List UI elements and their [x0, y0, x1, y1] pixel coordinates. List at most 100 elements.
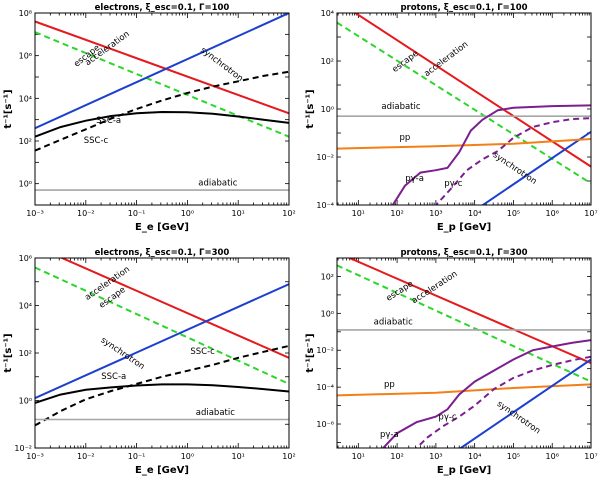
plot-frame [34, 12, 290, 206]
curve-label: synchrotron [491, 150, 539, 187]
y-tick-label: 10⁻² [316, 346, 334, 355]
curve-label: adiabatic [198, 178, 237, 188]
x-tick-label: 10² [390, 209, 403, 218]
x-tick-label: 10⁰ [181, 452, 194, 461]
curves [337, 13, 591, 205]
x-tick-label: 10³ [429, 452, 442, 461]
x-tick-label: 10² [282, 452, 295, 461]
panel-title: electrons, ξ_esc=0.1, Γ=100 [95, 3, 230, 13]
curve-label: escape [391, 49, 421, 75]
plot-frame [34, 257, 290, 449]
curve-acceleration [35, 20, 289, 115]
y-tick-label: 10⁰ [321, 105, 334, 114]
x-tick-label: 10⁻² [77, 452, 95, 461]
y-tick-label: 10⁶ [19, 254, 32, 263]
curve-label: SSC-a [96, 116, 121, 126]
curve-acceleration [59, 258, 289, 359]
plot-frame [336, 257, 592, 449]
y-tick-label: 10⁰ [321, 309, 334, 318]
curves [35, 258, 289, 427]
curve-label: synchrotron [495, 399, 542, 436]
x-axis-label: E_e [GeV] [135, 222, 189, 233]
curve-label: pγ-a [405, 174, 424, 184]
x-tick-label: 10⁷ [584, 452, 597, 461]
y-tick-label: 10⁸ [19, 9, 32, 18]
curve-label: pp [384, 380, 395, 390]
x-axis-label: E_e [GeV] [135, 465, 189, 476]
y-tick-label: 10⁴ [19, 302, 32, 311]
plot-frame [336, 12, 592, 206]
curve-ssc-a [35, 110, 289, 138]
axis-ticks [34, 12, 290, 206]
y-tick-label: 10⁰ [19, 397, 32, 406]
x-tick-label: 10⁻¹ [128, 452, 146, 461]
curve-label: pp [399, 133, 410, 143]
y-tick-label: 10² [19, 349, 32, 358]
curve-synchrotron [35, 13, 289, 130]
y-tick-label: 10⁻⁶ [316, 420, 334, 429]
x-tick-label: 10⁻¹ [128, 209, 146, 218]
curve-ssc-c [35, 344, 289, 427]
curve-label: SSC-a [101, 372, 126, 382]
panel-electrons-gamma100: electrons, ξ_esc=0.1, Γ=100 10⁻³ 10⁻² 10⁻¹ 1… [3, 3, 296, 233]
x-tick-label: 10⁻² [77, 209, 95, 218]
x-tick-label: 10⁴ [468, 209, 481, 218]
curve-ssc-c [35, 70, 289, 152]
curves [337, 258, 591, 448]
x-tick-label: 10² [282, 209, 295, 218]
x-tick-label: 10² [390, 452, 403, 461]
y-axis-label: t⁻¹[s⁻¹] [3, 89, 14, 128]
x-tick-label: 10⁻³ [26, 209, 44, 218]
curve-label: pγ-a [380, 430, 399, 440]
curve-escape [35, 266, 289, 385]
curve-label: adiabatic [374, 317, 413, 327]
curve-label: synchrotron [198, 46, 244, 84]
x-tick-label: 10³ [429, 209, 442, 218]
y-tick-label: 10⁻⁴ [316, 383, 334, 392]
panel-protons-gamma100: protons, ξ_esc=0.1, Γ=100 10¹ 10² 10³ 10⁴ 10⁵… [305, 3, 598, 233]
y-axis-label: t⁻¹[s⁻¹] [305, 89, 316, 128]
panel-title: protons, ξ_esc=0.1, Γ=100 [400, 3, 527, 13]
curve-escape [337, 264, 591, 383]
y-tick-label: 10⁻² [316, 153, 334, 162]
y-tick-label: 10⁻² [14, 444, 32, 453]
curve-label: pγ-c [438, 412, 456, 422]
curve-label: adiabatic [196, 408, 235, 418]
curve-pp [337, 138, 591, 150]
curve-acceleration [353, 13, 591, 168]
panel-protons-gamma300: protons, ξ_esc=0.1, Γ=300 10¹ 10² 10³ 10⁴ 10⁵… [305, 248, 598, 476]
y-tick-label: 10² [321, 272, 334, 281]
curve-p-a [391, 104, 591, 205]
x-tick-label: 10⁶ [546, 209, 559, 218]
y-tick-label: 10⁻⁴ [316, 201, 334, 210]
y-tick-label: 10⁶ [19, 52, 32, 61]
curves [35, 13, 289, 191]
axis-ticks [337, 257, 592, 448]
x-tick-label: 10⁴ [468, 452, 481, 461]
x-tick-label: 10⁶ [546, 452, 559, 461]
x-tick-label: 10⁷ [584, 209, 597, 218]
panel-title: electrons, ξ_esc=0.1, Γ=300 [95, 248, 230, 258]
curve-p-c [415, 355, 591, 448]
curve-ssc-a [35, 383, 289, 404]
x-axis-label: E_p [GeV] [437, 465, 491, 476]
y-tick-label: 10⁴ [321, 9, 334, 18]
curve-p-a [381, 339, 591, 448]
x-tick-label: 10¹ [232, 452, 245, 461]
y-axis-label: t⁻¹[s⁻¹] [3, 333, 14, 372]
y-tick-label: 10⁴ [19, 94, 32, 103]
x-axis-label: E_p [GeV] [437, 222, 491, 233]
x-tick-label: 10⁵ [507, 452, 520, 461]
y-axis-label: t⁻¹[s⁻¹] [305, 333, 316, 372]
y-tick-label: 10² [321, 57, 334, 66]
x-tick-label: 10¹ [232, 209, 245, 218]
curve-label: pγ-c [444, 179, 462, 189]
x-tick-label: 10¹ [352, 209, 365, 218]
x-tick-label: 10⁻³ [26, 452, 44, 461]
x-tick-label: 10¹ [352, 452, 365, 461]
curve-synchrotron [458, 358, 591, 448]
curve-acceleration [347, 258, 591, 365]
y-tick-label: 10⁰ [19, 180, 32, 189]
curve-synchrotron [35, 283, 289, 400]
